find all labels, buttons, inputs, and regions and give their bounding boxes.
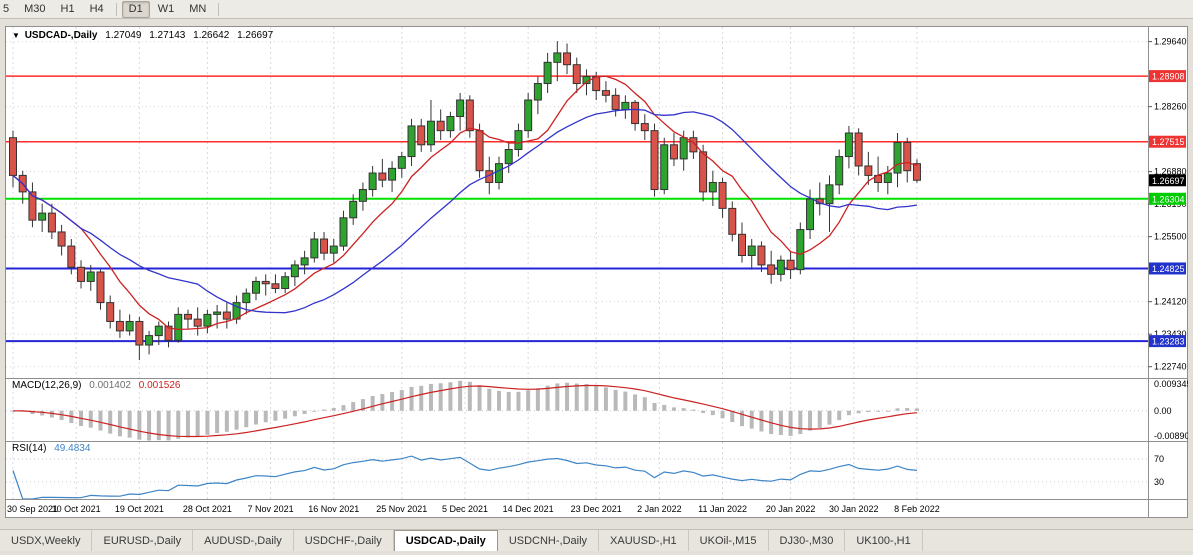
svg-text:1.24825: 1.24825 (1152, 264, 1185, 274)
svg-text:28 Oct 2021: 28 Oct 2021 (183, 504, 232, 514)
symbol-name: USDCAD-,Daily (24, 30, 98, 41)
svg-text:23 Dec 2021: 23 Dec 2021 (571, 504, 622, 514)
quote-high: 1.27143 (149, 30, 186, 41)
timeframe-button-w1[interactable]: W1 (157, 2, 175, 15)
timeframe-button-d1[interactable]: D1 (121, 0, 150, 18)
svg-text:10 Oct 2021: 10 Oct 2021 (52, 504, 101, 514)
macd-main-value: 0.001402 (89, 380, 131, 391)
usdcad-daily-chart[interactable]: 1.296401.282601.268801.261901.255001.241… (5, 26, 1188, 518)
ma-slow-line (12, 108, 918, 314)
toolbar-separator (115, 2, 117, 16)
svg-text:1.26880: 1.26880 (1154, 167, 1187, 177)
chart-tab-xauusd-h1[interactable]: XAUUSD-,H1 (599, 530, 689, 551)
timeframe-toolbar: 5 M30 H1 H4 D1 W1 MN (0, 0, 1193, 19)
macd-signal-line (12, 384, 918, 438)
svg-text:14 Dec 2021: 14 Dec 2021 (503, 504, 554, 514)
svg-text:1.26304: 1.26304 (1152, 194, 1185, 204)
svg-text:2 Jan 2022: 2 Jan 2022 (637, 504, 682, 514)
price-level-badges: 1.28908 1.27515 1.26304 1.24825 1.23283 1.266… (1149, 70, 1186, 348)
timeframe-button-5[interactable]: 5 (3, 2, 10, 15)
svg-text:30: 30 (1154, 477, 1164, 487)
chart-area: 1.296401.282601.268801.261901.255001.241… (5, 26, 1188, 518)
svg-text:1.26697: 1.26697 (1152, 176, 1185, 186)
chart-tab-usdcnh-daily[interactable]: USDCNH-,Daily (497, 530, 600, 551)
timeframe-button-h4[interactable]: H4 (89, 2, 104, 15)
svg-text:-0.008900: -0.008900 (1154, 431, 1188, 441)
symbol-tab-bar: USDX,Weekly EURUSD-,Daily AUDUSD-,Daily USD… (0, 529, 1193, 551)
chart-title: ▼ USDCAD-,Daily 1.27049 1.27143 1.26642 … (12, 30, 273, 41)
quote-low: 1.26642 (193, 30, 230, 41)
svg-text:70: 70 (1154, 454, 1164, 464)
svg-text:1.27515: 1.27515 (1152, 137, 1185, 147)
rsi-indicator-label: RSI(14) 49.4834 (12, 443, 90, 454)
macd-name: MACD(12,26,9) (12, 380, 82, 391)
symbol-dropdown-icon[interactable]: ▼ (12, 31, 20, 40)
rsi-axis: 70 30 (1154, 454, 1164, 487)
svg-text:0.009345: 0.009345 (1154, 379, 1188, 389)
chart-frame (5, 26, 1188, 518)
svg-text:5 Dec 2021: 5 Dec 2021 (442, 504, 488, 514)
macd-histogram (11, 380, 919, 441)
chart-tab-usdx-weekly[interactable]: USDX,Weekly (0, 530, 93, 551)
quote-close: 1.26697 (237, 30, 274, 41)
quote-open: 1.27049 (105, 30, 142, 41)
rsi-value: 49.4834 (54, 443, 91, 454)
svg-text:1.28908: 1.28908 (1152, 72, 1185, 82)
chart-tab-dj30-m30[interactable]: DJ30-,M30 (768, 530, 846, 551)
macd-axis: 0.009345 0.00 -0.008900 (1154, 379, 1188, 441)
chart-tab-audusd-daily[interactable]: AUDUSD-,Daily (193, 530, 294, 551)
svg-text:1.28260: 1.28260 (1154, 102, 1187, 112)
candlesticks (9, 41, 921, 361)
svg-text:20 Jan 2022: 20 Jan 2022 (766, 504, 816, 514)
rsi-name: RSI(14) (12, 443, 47, 454)
svg-text:1.25500: 1.25500 (1154, 232, 1187, 242)
timeframe-button-m30[interactable]: M30 (24, 2, 46, 15)
chart-tab-uk100-h1[interactable]: UK100-,H1 (845, 530, 923, 551)
timeframe-button-h1[interactable]: H1 (60, 2, 75, 15)
svg-text:1.23283: 1.23283 (1152, 337, 1185, 347)
svg-text:8 Feb 2022: 8 Feb 2022 (894, 504, 940, 514)
svg-text:1.29640: 1.29640 (1154, 37, 1187, 47)
svg-text:1.22740: 1.22740 (1154, 362, 1187, 372)
chart-tab-usdcad-daily[interactable]: USDCAD-,Daily (393, 530, 498, 551)
macd-indicator-label: MACD(12,26,9) 0.001402 0.001526 (12, 380, 180, 391)
time-gridlines (12, 27, 918, 499)
chart-tab-eurusd-daily[interactable]: EURUSD-,Daily (92, 530, 194, 551)
svg-text:30 Sep 2021: 30 Sep 2021 (7, 504, 58, 514)
svg-text:1.23430: 1.23430 (1154, 329, 1187, 339)
toolbar-separator (218, 2, 220, 16)
svg-text:16 Nov 2021: 16 Nov 2021 (308, 504, 359, 514)
svg-text:0.00: 0.00 (1154, 406, 1172, 416)
rsi-line (12, 455, 918, 500)
svg-text:30 Jan 2022: 30 Jan 2022 (829, 504, 879, 514)
svg-text:7 Nov 2021: 7 Nov 2021 (248, 504, 294, 514)
ma-fast-line (12, 75, 918, 331)
macd-signal-value: 0.001526 (138, 380, 181, 391)
svg-text:1.24120: 1.24120 (1154, 297, 1187, 307)
svg-text:19 Oct 2021: 19 Oct 2021 (115, 504, 164, 514)
chart-tab-usdchf-daily[interactable]: USDCHF-,Daily (293, 530, 394, 551)
chart-tab-ukoil-m15[interactable]: UKOil-,M15 (688, 530, 769, 551)
timeframe-button-mn[interactable]: MN (189, 2, 207, 15)
svg-text:25 Nov 2021: 25 Nov 2021 (376, 504, 427, 514)
svg-text:11 Jan 2022: 11 Jan 2022 (698, 504, 747, 514)
